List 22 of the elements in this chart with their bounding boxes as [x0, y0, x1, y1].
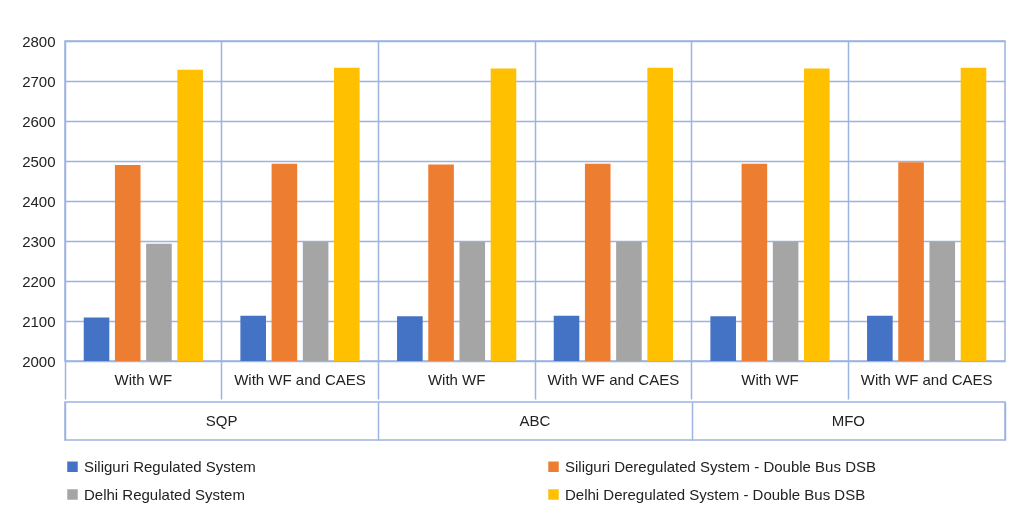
- y-tick-label: 2500: [22, 152, 56, 170]
- x-tick-label: With WF and CAES: [234, 370, 366, 388]
- x-tick-label: With WF and CAES: [860, 370, 993, 388]
- y-tick-label: 2200: [22, 272, 56, 290]
- x-tick-label: With WF: [427, 370, 486, 388]
- legend-label: Siliguri Regulated System: [84, 457, 256, 475]
- y-tick-label: 2700: [22, 72, 56, 90]
- legend-label: Siliguri Deregulated System - Double Bus DSB: [565, 457, 876, 475]
- legend-label: Delhi Regulated System: [84, 485, 245, 503]
- text: ABC: [519, 412, 551, 429]
- y-tick-label: 2300: [22, 232, 56, 250]
- y-tick-label: 2100: [22, 312, 56, 330]
- y-tick-label: 2600: [22, 112, 56, 130]
- y-tick-label: 2800: [22, 32, 56, 50]
- text: SQP: [205, 412, 238, 429]
- y-tick-label: 2400: [22, 192, 56, 210]
- x-tick-label: With WF: [114, 370, 173, 388]
- text: MFO: [831, 412, 865, 429]
- x-tick-label: With WF: [741, 370, 799, 388]
- y-tick-label: 2000: [22, 352, 56, 370]
- legend-label: Delhi Deregulated System - Double Bus DSB: [565, 485, 866, 503]
- x-tick-label: With WF and CAES: [547, 370, 680, 388]
